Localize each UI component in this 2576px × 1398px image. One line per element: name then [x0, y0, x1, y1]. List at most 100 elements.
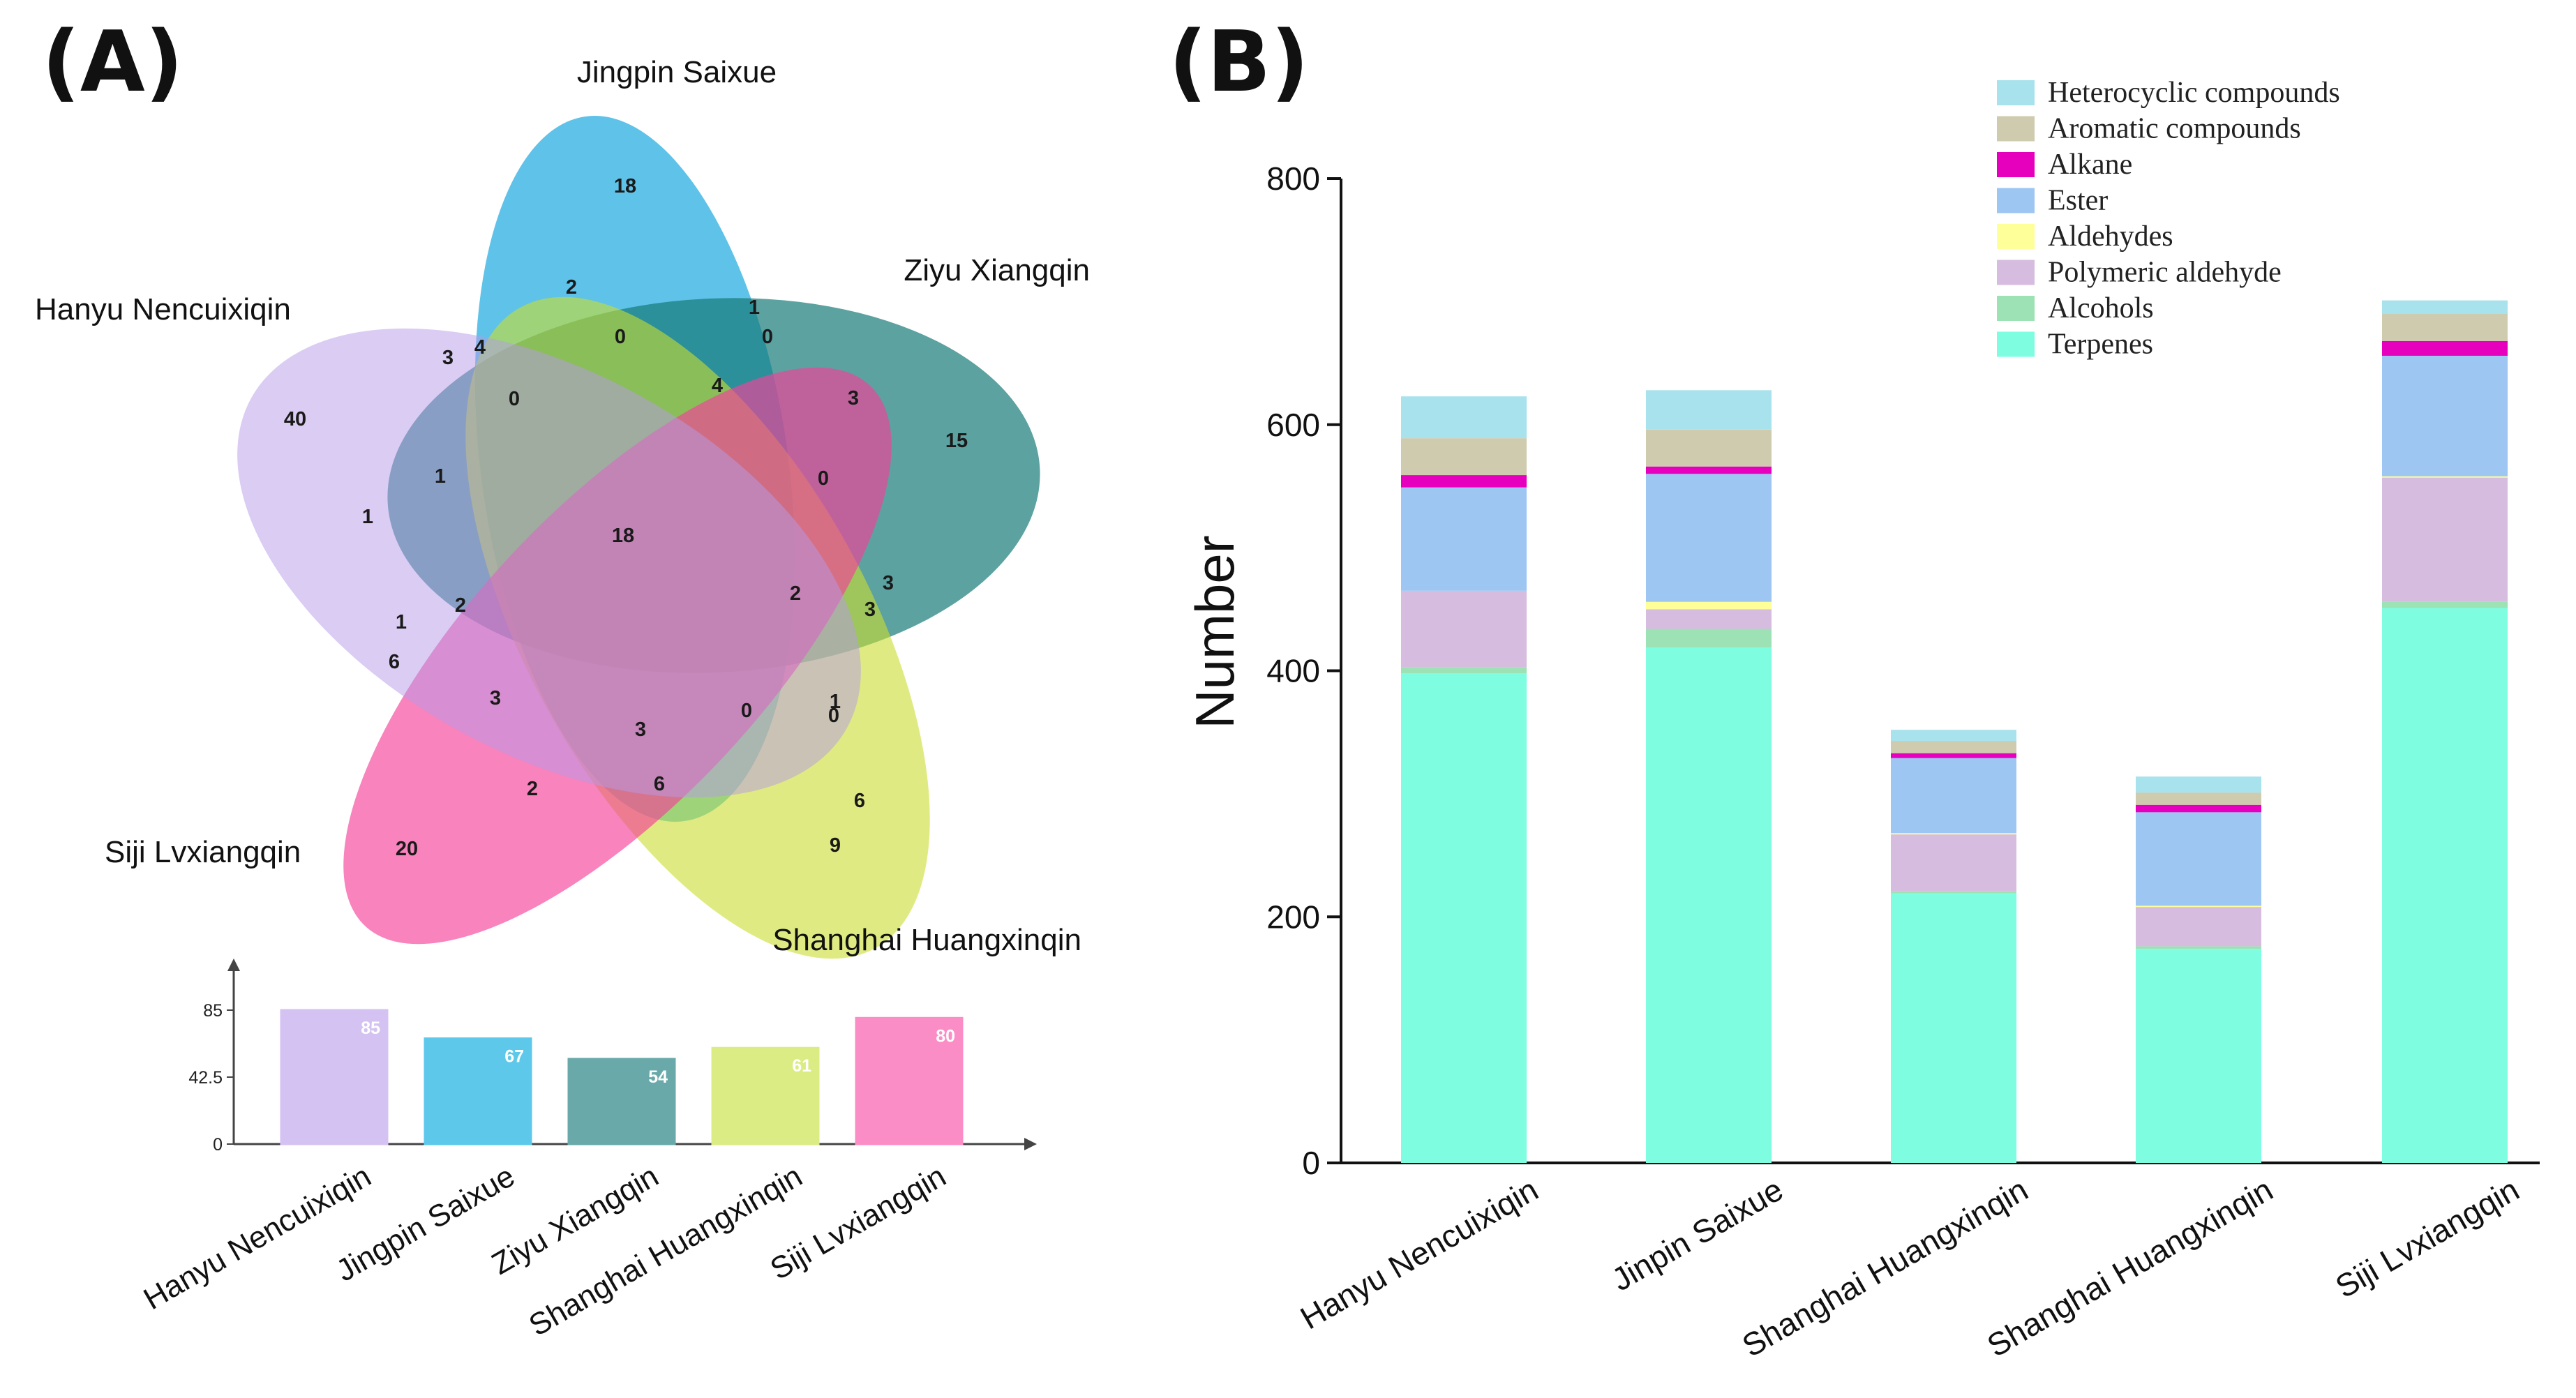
venn-set-hanyu-nencuixiqin	[237, 328, 861, 798]
venn-region-count: 2	[790, 582, 801, 605]
bar-segment-aldehydes	[1891, 833, 2016, 835]
venn-region-count: 0	[828, 705, 839, 727]
bar-segment-alcohols	[1891, 891, 2016, 894]
venn-label-siji-lvxiangqin: Siji Lvxiangqin	[105, 835, 301, 869]
y-axis-title: Number	[1184, 535, 1245, 728]
venn-region-count: 1	[830, 691, 841, 713]
venn-region-count: 1	[396, 611, 407, 633]
mini-y-tick-label: 0	[213, 1135, 223, 1155]
bar-segment-alcohols	[1646, 629, 1772, 647]
bar-segment-ester	[1891, 758, 2016, 834]
legend-label-aldehydes: Aldehydes	[2048, 220, 2173, 253]
venn-ellipses	[237, 116, 1040, 959]
mini-x-axis-arrow	[1024, 1138, 1037, 1150]
bar-segment-aromatic-compounds	[1401, 438, 1527, 476]
bar-segment-alcohols	[2382, 601, 2508, 608]
legend-swatch-aldehydes	[1997, 224, 2035, 249]
venn-region-count: 15	[945, 430, 968, 452]
legend-swatch-alcohols	[1997, 296, 2035, 321]
bar-segment-ester	[1646, 474, 1772, 602]
venn-region-count: 2	[566, 276, 577, 299]
venn-region-count: 40	[284, 408, 306, 430]
venn-region-count: 6	[854, 790, 865, 812]
bar-segment-polymeric-aldehyde	[2382, 477, 2508, 602]
venn-region-count: 3	[864, 599, 876, 621]
venn-region-count: 6	[654, 773, 665, 795]
bar-segment-polymeric-aldehyde	[1891, 834, 2016, 892]
mini-bar-value: 85	[361, 1019, 380, 1038]
bar-segment-alcohols	[2136, 946, 2261, 949]
legend-label-heterocyclic-compounds: Heterocyclic compounds	[2048, 77, 2340, 109]
venn-region-count: 0	[615, 326, 626, 348]
legend-swatch-polymeric-aldehyde	[1997, 260, 2035, 285]
venn-label-jingpin-saixue: Jingpin Saixue	[577, 55, 777, 89]
bar-segment-terpenes	[1891, 893, 2016, 1163]
venn-region-count: 0	[818, 467, 829, 490]
venn-region-count: 20	[396, 838, 418, 860]
y-tick-label: 200	[1266, 899, 1320, 935]
mini-bar-value: 61	[792, 1056, 811, 1076]
venn-region-count: 2	[527, 778, 538, 800]
bar-segment-heterocyclic-compounds	[2382, 300, 2508, 315]
bar-segment-aromatic-compounds	[2136, 792, 2261, 805]
mini-y-tick-label: 42.5	[188, 1068, 223, 1088]
mini-bar-siji-lvxiangqin	[855, 1016, 964, 1145]
bar-segment-ester	[2136, 812, 2261, 906]
mini-y-tick-label: 85	[203, 1001, 223, 1021]
venn-region-count: 1	[362, 506, 373, 528]
mini-bar-shanghai-huangxinqin	[711, 1046, 820, 1145]
venn-region-count: 0	[741, 700, 752, 722]
venn-region-count: 3	[848, 387, 859, 409]
mini-bar-hanyu-nencuixiqin	[280, 1009, 389, 1145]
venn-region-count: 6	[389, 651, 400, 673]
bar-segment-alcohols	[1401, 667, 1527, 674]
legend-label-terpenes: Terpenes	[2048, 329, 2153, 361]
legend-swatch-aromatic-compounds	[1997, 116, 2035, 142]
bar-segment-ester	[1401, 487, 1527, 591]
bar-segment-aldehydes	[1646, 601, 1772, 610]
panel-b-label: (B)	[1169, 14, 1309, 111]
mini-bar-value: 80	[936, 1026, 955, 1046]
legend-label-aromatic-compounds: Aromatic compounds	[2048, 113, 2301, 145]
bar-segment-polymeric-aldehyde	[1646, 609, 1772, 629]
bar-segment-aldehydes	[2136, 905, 2261, 908]
bar-segment-terpenes	[1646, 647, 1772, 1163]
y-tick-label: 800	[1266, 160, 1320, 197]
bar-segment-alkane	[1891, 753, 2016, 758]
venn-region-count: 3	[442, 347, 454, 369]
venn-label-ziyu-xiangqin: Ziyu Xiangqin	[904, 253, 1090, 287]
bar-segment-terpenes	[2382, 608, 2508, 1163]
bar-segment-terpenes	[1401, 673, 1527, 1163]
legend-swatch-alkane	[1997, 152, 2035, 177]
legend-label-polymeric-aldehyde: Polymeric aldehyde	[2048, 257, 2282, 289]
y-tick-label: 400	[1266, 653, 1320, 689]
venn-region-count: 3	[490, 687, 501, 709]
bar-segment-heterocyclic-compounds	[1646, 390, 1772, 430]
venn-label-hanyu-nencuixiqin: Hanyu Nencuixiqin	[35, 292, 291, 326]
legend-swatch-ester	[1997, 188, 2035, 213]
venn-region-count: 3	[635, 719, 646, 741]
bar-segment-heterocyclic-compounds	[1891, 730, 2016, 742]
bar-segment-alkane	[1401, 475, 1527, 488]
bar-segment-aromatic-compounds	[1891, 741, 2016, 753]
venn-region-count: 2	[455, 594, 466, 617]
venn-region-count: 4	[712, 375, 723, 397]
venn-region-count: 18	[614, 175, 636, 197]
bar-segment-alkane	[1646, 466, 1772, 474]
bar-segment-polymeric-aldehyde	[2136, 907, 2261, 947]
venn-region-count: 0	[762, 326, 773, 348]
bar-segment-terpenes	[2136, 949, 2261, 1163]
bar-segment-alkane	[2382, 340, 2508, 356]
bar-segment-heterocyclic-compounds	[1401, 396, 1527, 439]
bar-segment-ester	[2382, 355, 2508, 476]
mini-y-axis-arrow	[227, 959, 240, 971]
mini-bar-jingpin-saixue	[424, 1037, 532, 1145]
venn-region-count: 4	[474, 336, 486, 359]
bar-segment-polymeric-aldehyde	[1401, 590, 1527, 668]
y-tick-label: 600	[1266, 407, 1320, 443]
venn-region-count: 18	[612, 525, 634, 547]
legend-swatch-terpenes	[1997, 331, 2035, 357]
panel-a-label: (A)	[42, 14, 184, 111]
